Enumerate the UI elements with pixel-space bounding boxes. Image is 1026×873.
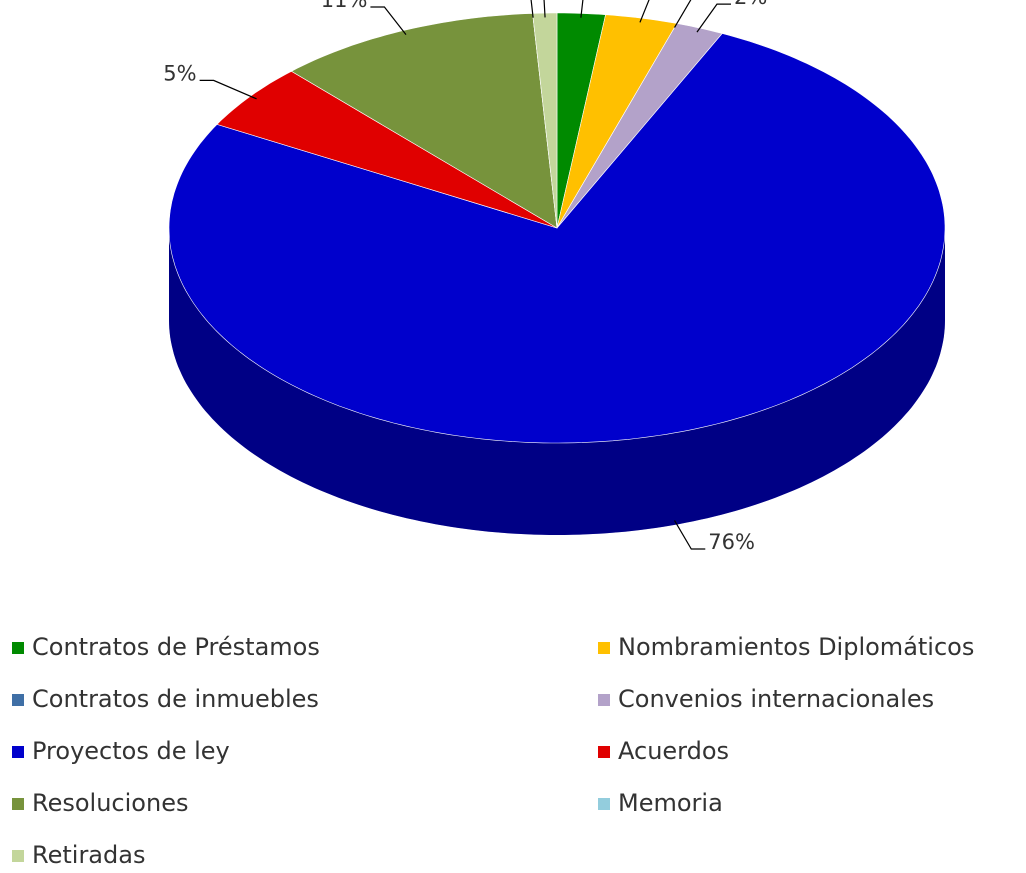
leader-line [673,520,706,550]
data-label: 11% [321,0,368,12]
legend-label: Resoluciones [32,789,188,817]
legend-swatch [12,850,24,862]
leader-line [639,0,650,23]
leader-line [199,79,257,100]
leader-line [673,0,692,28]
leader-line [370,6,407,35]
legend-swatch [12,798,24,810]
leader-line [580,0,584,18]
data-label: 5% [163,61,196,85]
legend-label: Nombramientos Diplomáticos [618,633,974,661]
pie-slice [168,33,946,444]
legend-swatch [598,642,610,654]
legend-label: Contratos de Préstamos [32,633,320,661]
legend-swatch [12,642,24,654]
legend-label: Convenios internacionales [618,685,934,713]
leader-line [696,3,731,33]
data-label: 0% [708,0,741,4]
legend-label: Memoria [618,789,723,817]
legend-swatch [12,746,24,758]
data-label: 76% [708,530,755,554]
legend-label: Contratos de inmuebles [32,685,319,713]
legend-swatch [598,746,610,758]
legend-swatch [598,798,610,810]
legend-swatch [12,694,24,706]
legend-label: Retiradas [32,841,145,869]
leader-line [543,0,546,18]
data-label: 2% [734,0,767,9]
legend-swatch [598,694,610,706]
pie-side-shade [169,228,945,535]
legend-label: Acuerdos [618,737,729,765]
pie-side [169,228,945,535]
legend-label: Proyectos de ley [32,737,230,765]
leader-line [530,0,534,18]
